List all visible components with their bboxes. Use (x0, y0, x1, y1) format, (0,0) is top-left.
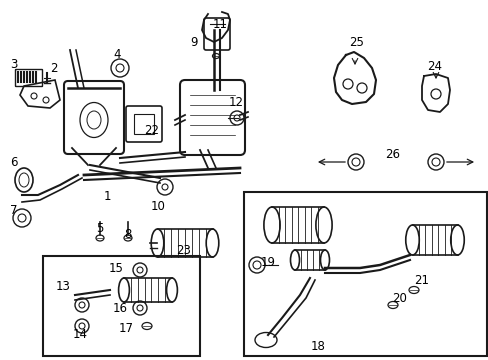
Text: 18: 18 (310, 341, 325, 354)
Text: 6: 6 (10, 156, 18, 168)
Text: 23: 23 (176, 243, 191, 256)
Text: 24: 24 (427, 59, 442, 72)
Text: 17: 17 (118, 321, 133, 334)
Text: 9: 9 (190, 36, 197, 49)
Text: 8: 8 (124, 228, 131, 240)
Text: 26: 26 (385, 148, 400, 162)
Text: 4: 4 (113, 48, 121, 60)
Text: 11: 11 (212, 18, 227, 31)
Text: 7: 7 (10, 203, 18, 216)
Text: 5: 5 (96, 221, 103, 234)
Text: 20: 20 (392, 292, 407, 305)
Text: 19: 19 (260, 256, 275, 270)
Text: 21: 21 (414, 274, 428, 287)
Text: 10: 10 (150, 201, 165, 213)
Bar (43, 256, 200, 356)
Text: 16: 16 (112, 302, 127, 315)
Text: 22: 22 (144, 123, 159, 136)
Text: 1: 1 (103, 190, 110, 203)
Text: 2: 2 (50, 62, 58, 75)
Bar (134, 114, 154, 134)
Text: 25: 25 (349, 36, 364, 49)
Text: 12: 12 (228, 95, 243, 108)
Bar (244, 192, 486, 356)
Text: 13: 13 (56, 280, 70, 293)
Text: 14: 14 (72, 328, 87, 341)
Text: 15: 15 (108, 261, 123, 274)
Text: 3: 3 (10, 58, 18, 71)
